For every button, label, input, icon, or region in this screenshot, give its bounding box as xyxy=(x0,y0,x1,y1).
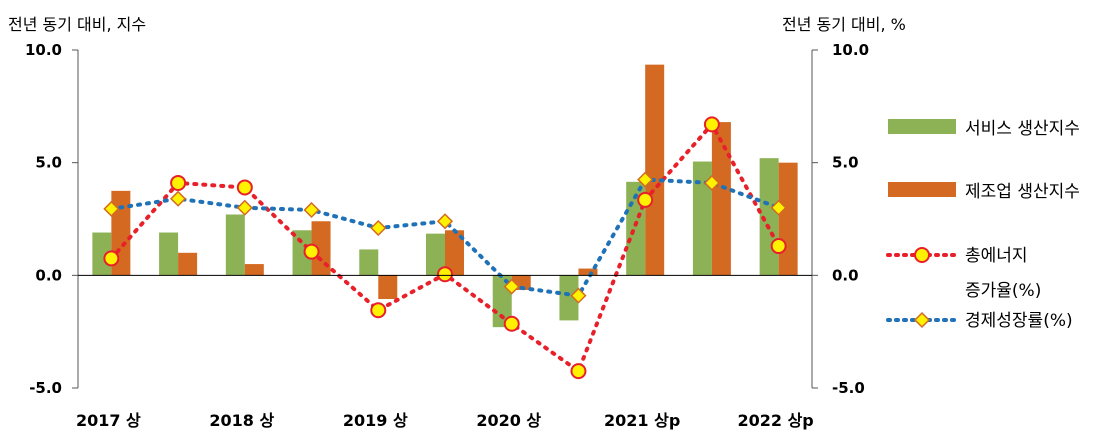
point-gdp xyxy=(570,287,587,304)
bar-service xyxy=(692,161,712,276)
point-energy xyxy=(370,302,387,319)
bar-manufacturing xyxy=(445,230,464,276)
y-axis-left-title: 전년 동기 대비, 지수 xyxy=(8,15,146,34)
bar-manufacturing xyxy=(178,252,198,276)
x-tick-label: 2018 상 xyxy=(209,411,274,430)
legend-swatch-service xyxy=(888,119,956,134)
bar-service xyxy=(359,249,379,276)
legend-label-service: 서비스 생산지수 xyxy=(965,119,1080,139)
bar-manufacturing xyxy=(244,264,264,276)
y-left-tick-label: 5.0 xyxy=(35,154,62,172)
point-gdp xyxy=(170,190,187,207)
bar-service xyxy=(426,233,445,276)
x-tick-label: 2017 상 xyxy=(76,411,141,430)
point-energy xyxy=(236,179,253,196)
y-right-tick-label: -5.0 xyxy=(832,379,865,397)
bar-manufacturing xyxy=(645,64,665,276)
bar-manufacturing xyxy=(378,275,398,299)
bar-manufacturing xyxy=(778,162,798,276)
point-energy xyxy=(703,116,720,133)
bar-service xyxy=(225,214,245,276)
legend-label-manufacturing: 제조업 생산지수 xyxy=(965,182,1080,202)
bar-manufacturing xyxy=(578,268,598,276)
point-gdp xyxy=(303,201,320,219)
y-left-tick-label: 0.0 xyxy=(35,266,62,284)
bar-service xyxy=(559,275,579,321)
legend-swatch-manufacturing xyxy=(888,182,956,197)
point-energy xyxy=(637,191,654,208)
bar-manufacturing xyxy=(311,221,331,276)
bar-service xyxy=(292,230,312,276)
legend: 서비스 생산지수 제조업 생산지수 총에너지 증가율(%) 경제성장률(%) xyxy=(886,119,1080,331)
y-axis-right-ticks: 10.0 5.0 0.0 -5.0 xyxy=(812,41,869,397)
y-right-tick-label: 10.0 xyxy=(832,41,869,59)
bars xyxy=(92,64,798,328)
lines xyxy=(103,116,787,380)
point-gdp xyxy=(770,199,787,216)
y-left-tick-label: -5.0 xyxy=(29,379,62,397)
y-left-tick-label: 10.0 xyxy=(25,41,62,59)
point-energy xyxy=(503,315,520,332)
point-energy xyxy=(303,243,320,260)
point-energy xyxy=(103,250,120,267)
point-gdp xyxy=(370,219,387,237)
legend-label-gdp: 경제성장률(%) xyxy=(965,311,1073,331)
point-gdp xyxy=(436,213,454,230)
legend-marker-energy xyxy=(914,247,930,263)
x-tick-label: 2022 상p xyxy=(737,411,813,430)
y-axis-left-ticks: 10.0 5.0 0.0 -5.0 xyxy=(25,41,78,397)
point-energy xyxy=(437,266,453,283)
point-gdp xyxy=(503,278,520,295)
legend-marker-gdp xyxy=(913,311,931,329)
y-right-tick-label: 0.0 xyxy=(832,266,859,284)
axes xyxy=(77,50,813,388)
x-tick-label: 2021 상p xyxy=(604,411,680,430)
bar-manufacturing xyxy=(711,122,731,276)
point-gdp xyxy=(703,174,720,192)
point-gdp xyxy=(637,171,654,188)
legend-label-energy-1: 총에너지 xyxy=(965,246,1028,266)
point-gdp xyxy=(236,199,253,216)
bar-service xyxy=(159,232,179,276)
y-right-tick-label: 5.0 xyxy=(832,154,859,172)
legend-label-energy-2: 증가율(%) xyxy=(965,281,1041,301)
point-energy xyxy=(570,363,587,380)
point-energy xyxy=(770,238,787,255)
x-axis-ticks: 2017 상 2018 상 2019 상 2020 상 2021 상p 2022 상p xyxy=(76,411,814,430)
point-energy xyxy=(170,174,187,191)
x-tick-label: 2020 상 xyxy=(476,411,541,430)
x-tick-label: 2019 상 xyxy=(343,411,408,430)
y-axis-right-title: 전년 동기 대비, % xyxy=(782,15,906,34)
point-gdp xyxy=(103,200,120,217)
